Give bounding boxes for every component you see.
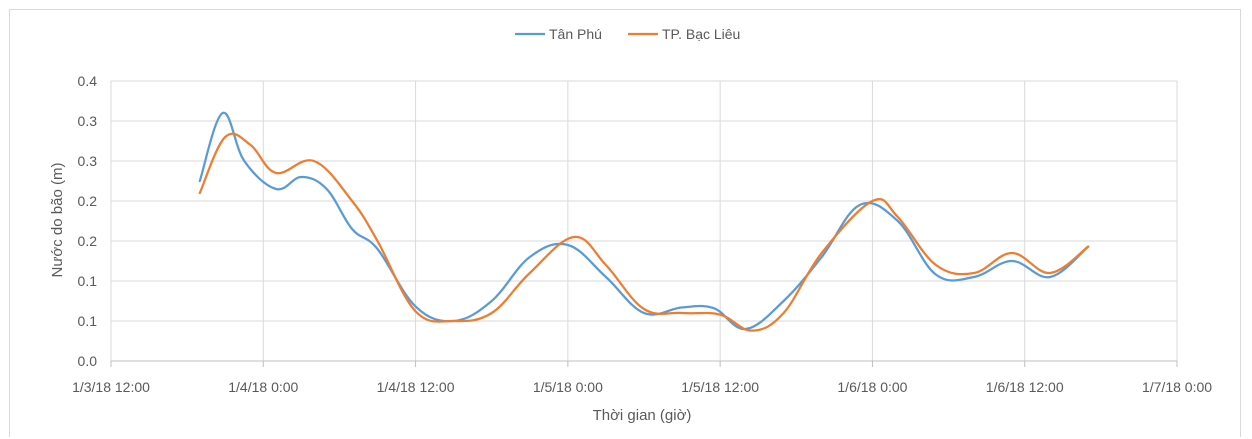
x-tick-label: 1/6/18 12:00 <box>986 379 1064 395</box>
y-tick-label: 0.3 <box>78 113 98 129</box>
series-line-tan-phu <box>198 111 1090 331</box>
x-tick-label: 1/7/18 0:00 <box>1142 379 1212 395</box>
x-tick-label: 1/5/18 0:00 <box>533 379 603 395</box>
y-tick-label: 0.1 <box>78 313 98 329</box>
y-tick-label: 0.4 <box>78 73 98 89</box>
y-tick-label: 0.2 <box>78 193 98 209</box>
legend-label-tp-bac-lieu: TP. Bạc Liêu <box>662 26 740 42</box>
gridlines <box>110 80 1178 362</box>
y-axis-title: Nước do bão (m) <box>49 163 66 278</box>
x-axis-ticks: 1/3/18 12:00 1/4/18 0:00 1/4/18 12:00 1/5/1… <box>72 361 1212 395</box>
y-axis-ticks: 0.0 0.1 0.1 0.2 0.2 0.3 0.3 0.4 <box>78 73 98 369</box>
legend: Tân Phú TP. Bạc Liêu <box>515 26 740 42</box>
x-tick-label: 1/4/18 0:00 <box>228 379 298 395</box>
legend-label-tan-phu: Tân Phú <box>549 26 602 42</box>
y-tick-label: 0.3 <box>78 153 98 169</box>
x-tick-label: 1/5/18 12:00 <box>681 379 759 395</box>
series-lines <box>198 111 1090 332</box>
x-tick-label: 1/3/18 12:00 <box>72 379 150 395</box>
y-tick-label: 0.2 <box>78 233 98 249</box>
x-tick-label: 1/4/18 12:00 <box>377 379 455 395</box>
series-line-tp-bac-lieu <box>198 132 1090 332</box>
x-axis-title: Thời gian (giờ) <box>593 407 692 424</box>
chart-frame <box>9 9 1241 437</box>
y-tick-label: 0.1 <box>78 273 98 289</box>
x-tick-label: 1/6/18 0:00 <box>837 379 907 395</box>
y-tick-label: 0.0 <box>78 353 98 369</box>
